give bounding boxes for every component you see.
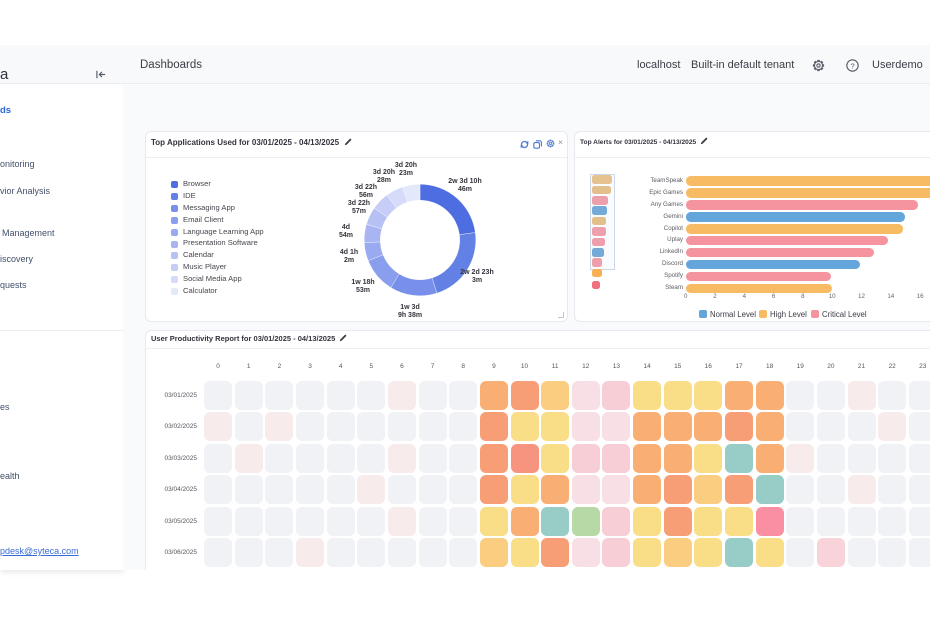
svg-text:?: ? [850, 61, 854, 70]
